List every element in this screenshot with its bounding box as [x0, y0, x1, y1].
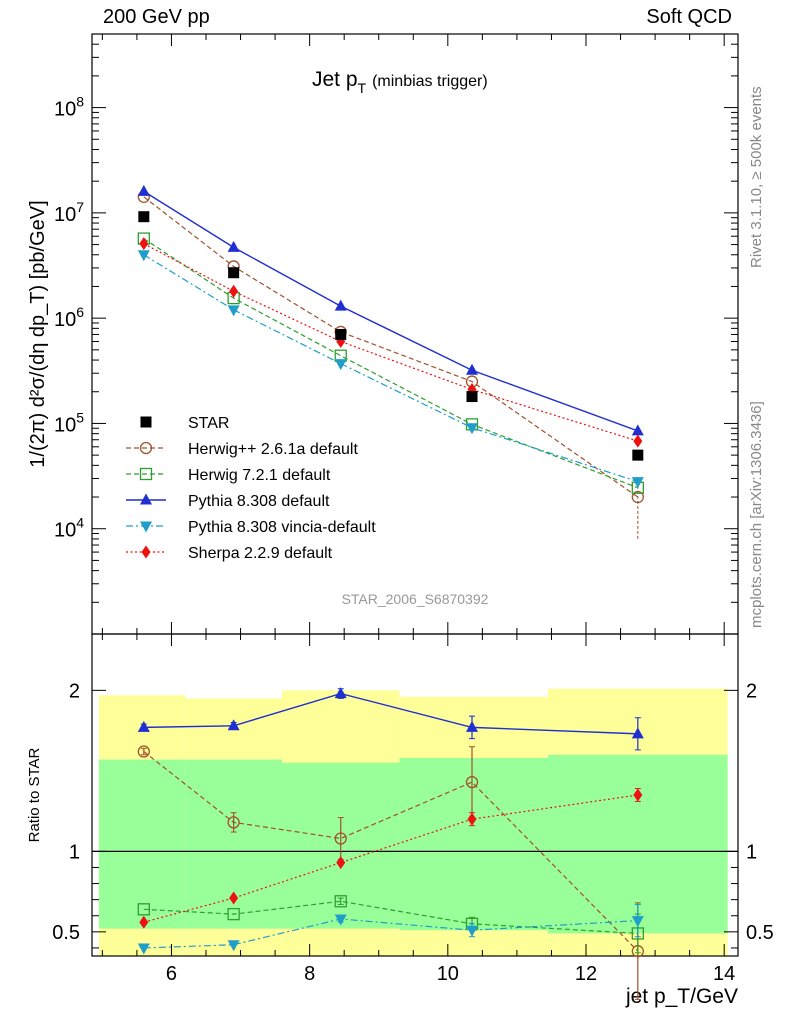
data-point-pythia — [466, 363, 478, 375]
data-point-vincia — [631, 477, 644, 489]
series-line-herwigpp — [143, 196, 639, 498]
ratio-point-herwig7 — [227, 907, 240, 921]
ratio-point-pythia — [227, 719, 240, 731]
ratio-point-herwig7 — [334, 895, 347, 908]
ratio-point-pythia — [137, 720, 150, 732]
ratio-point-herwigpp — [334, 832, 347, 845]
y-axis-label: 1/(2π) d²σ/(dη dp_T) [pb/GeV] — [27, 200, 49, 467]
ratio-tick-label-right-0.5: 0.5 — [746, 922, 774, 944]
legend-marker-sherpa — [141, 545, 151, 559]
ratio-point-sherpa — [633, 788, 643, 802]
energy-label: 200 GeV pp — [103, 6, 210, 28]
ratio-point-herwigpp — [465, 775, 479, 789]
ratio-point-pythia — [466, 720, 478, 732]
plot-title: Jet pT (minbias trigger) — [312, 68, 488, 96]
ratio-point-vincia — [631, 916, 644, 928]
data-point-herwigpp — [631, 490, 644, 504]
legend-marker-vincia — [140, 521, 152, 533]
legend-label-pythia: Pythia 8.308 default — [188, 493, 330, 510]
ratio-point-sherpa — [229, 891, 239, 905]
ratio-point-pythia — [334, 687, 347, 699]
y-tick-label-10^6: 106 — [54, 304, 84, 331]
legend-marker-star — [140, 416, 152, 428]
rivet-version-label: Rivet 3.1.10, ≥ 500k events — [748, 86, 765, 268]
data-point-star — [335, 328, 347, 340]
ratio-point-herwigpp — [227, 816, 240, 829]
ratio-axis-label: Ratio to STAR — [26, 747, 43, 842]
data-point-sherpa — [229, 284, 239, 298]
ratio-band-inner-3 — [399, 757, 548, 931]
ratio-tick-label-right-2: 2 — [746, 680, 757, 702]
y-tick-label-10^5: 105 — [54, 409, 84, 436]
data-point-vincia — [137, 250, 150, 262]
legend-label-vincia: Pythia 8.308 vincia-default — [188, 519, 376, 536]
data-point-star — [228, 267, 240, 279]
ratio-line-herwig7 — [143, 900, 638, 935]
series-line-sherpa — [143, 243, 638, 442]
ratio-point-sherpa — [467, 812, 477, 826]
x-axis-label: jet p_T/GeV — [625, 985, 738, 1008]
ratio-tick-label-left-2: 2 — [69, 680, 80, 702]
ratio-line-herwigpp — [143, 751, 639, 952]
data-point-star — [466, 391, 478, 403]
data-point-pythia — [631, 424, 644, 436]
ratio-tick-label-right-1: 1 — [746, 841, 757, 863]
series-line-herwig7 — [143, 238, 639, 489]
data-point-vincia — [227, 305, 240, 317]
data-point-vincia — [334, 359, 347, 371]
ratio-point-herwigpp — [137, 745, 150, 758]
x-tick-label-6: 6 — [166, 963, 177, 985]
ratio-point-vincia — [137, 943, 150, 955]
data-point-star — [138, 211, 150, 223]
ratio-point-vincia — [334, 914, 347, 926]
ratio-point-pythia — [631, 727, 644, 739]
ratio-point-sherpa — [139, 915, 149, 929]
ratio-point-herwig7 — [137, 903, 150, 916]
mcplots-reference-label: mcplots.cern.ch [arXiv:1306.3436] — [748, 401, 765, 628]
category-label: Soft QCD — [646, 6, 732, 28]
ratio-tick-label-left-1: 1 — [69, 841, 80, 863]
y-tick-label-10^7: 107 — [54, 199, 84, 226]
legend-label-sherpa: Sherpa 2.2.9 default — [188, 545, 333, 562]
ratio-point-vincia — [227, 940, 240, 952]
main-plot-frame — [91, 33, 739, 635]
data-point-pythia — [334, 299, 347, 311]
ratio-point-sherpa — [336, 856, 346, 870]
y-tick-label-10^4: 104 — [54, 515, 84, 542]
legend-marker-pythia — [140, 493, 152, 505]
ratio-tick-label-left-0.5: 0.5 — [52, 922, 80, 944]
data-point-star — [632, 449, 644, 461]
data-point-pythia — [137, 184, 150, 196]
legend-marker-herwig7 — [139, 467, 153, 481]
ratio-band-inner-0 — [98, 759, 186, 929]
y-tick-label-10^8: 108 — [54, 94, 84, 121]
ratio-point-vincia — [466, 925, 478, 937]
data-point-sherpa — [633, 434, 643, 448]
x-tick-label-14: 14 — [713, 963, 735, 985]
x-tick-label-12: 12 — [575, 963, 597, 985]
legend-label-star: STAR — [188, 415, 229, 432]
series-line-pythia — [143, 190, 639, 432]
data-point-sherpa — [139, 237, 149, 251]
x-tick-label-10: 10 — [437, 963, 459, 985]
data-point-vincia — [466, 423, 478, 435]
legend-label-herwig7: Herwig 7.2.1 default — [188, 467, 331, 484]
ratio-plot-frame — [91, 633, 739, 957]
data-point-pythia — [227, 240, 240, 252]
x-tick-label-8: 8 — [304, 963, 315, 985]
analysis-id-label: STAR_2006_S6870392 — [342, 591, 489, 607]
legend-marker-herwigpp — [139, 441, 153, 455]
legend-label-herwigpp: Herwig++ 2.6.1a default — [188, 441, 358, 458]
